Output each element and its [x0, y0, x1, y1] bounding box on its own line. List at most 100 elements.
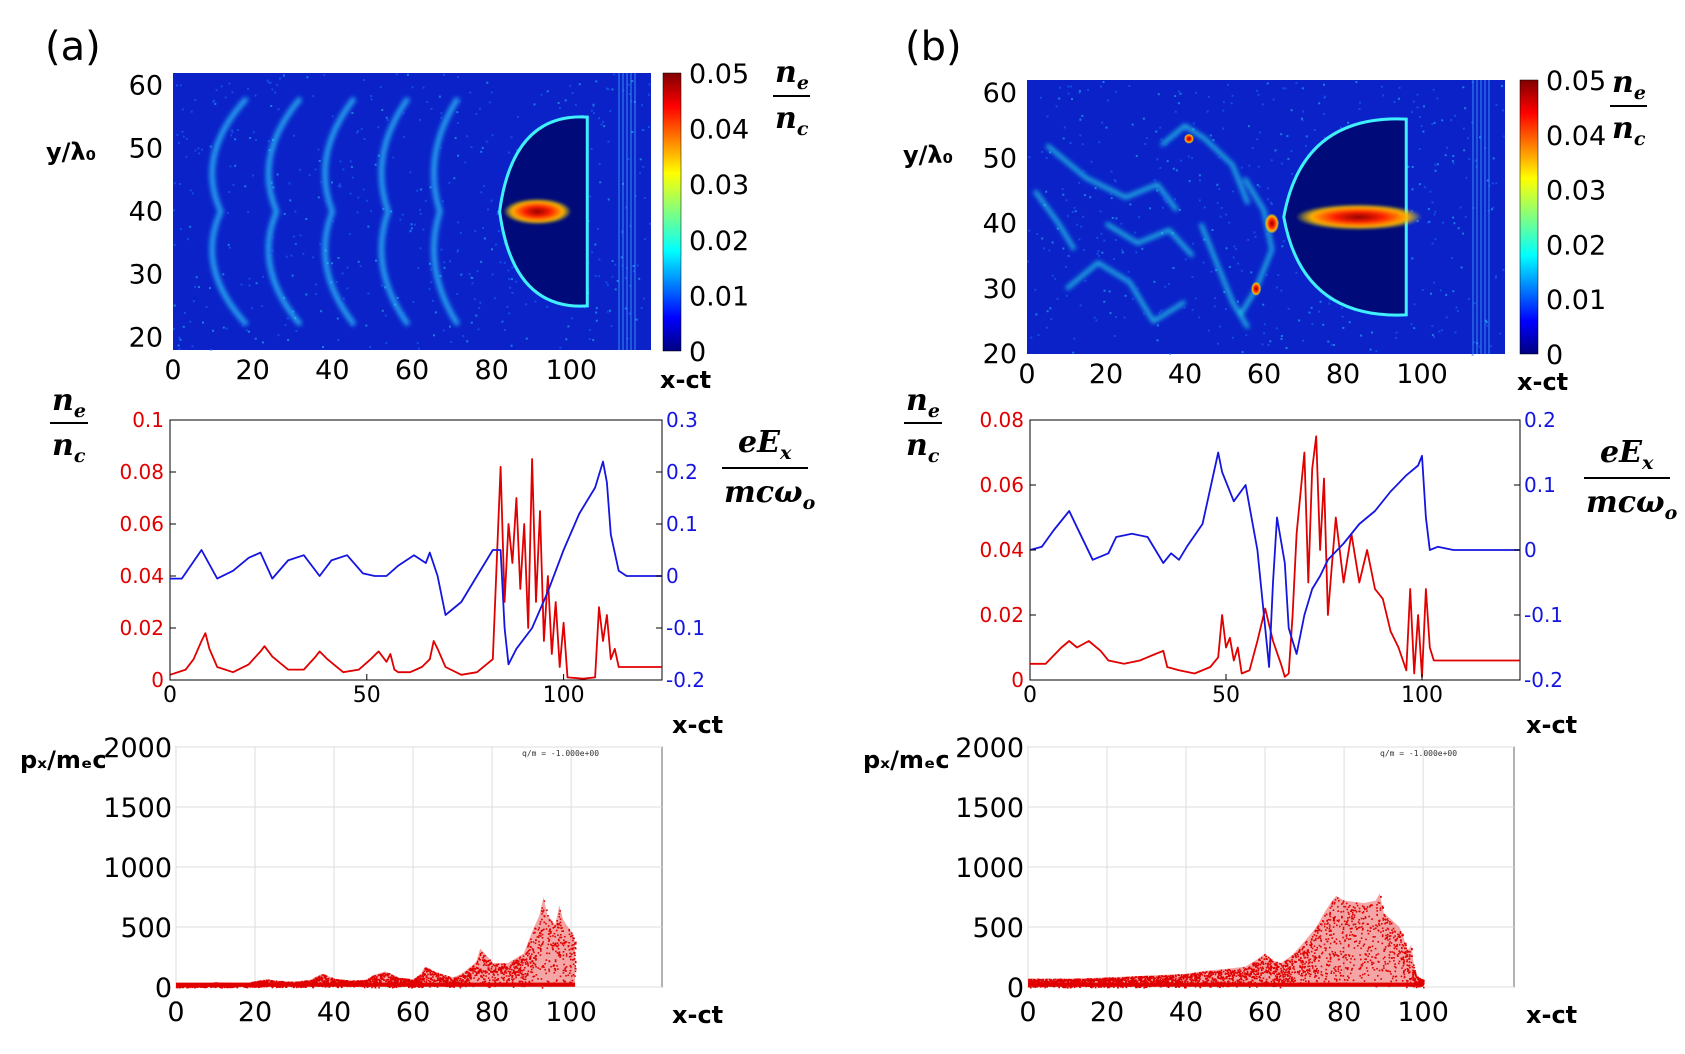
svg-text:nc: nc: [775, 101, 809, 140]
x-tick-label: 60: [1247, 359, 1281, 390]
colorbar-b: [1519, 79, 1539, 355]
x-tick-label: 50: [1212, 683, 1240, 708]
plasma-filament: [1033, 189, 1077, 251]
panel-label-b: (b): [905, 24, 962, 70]
right-tick-label: 0.1: [1524, 473, 1556, 497]
svg-text:nc: nc: [1612, 111, 1646, 150]
svg-text:nc: nc: [906, 428, 940, 467]
x-tick-label: 0: [167, 997, 184, 1028]
colorbar-tick-label: 0.03: [689, 170, 749, 201]
y-tick-label: 50: [129, 134, 163, 165]
left-tick-label: 0.06: [119, 512, 164, 536]
svg-text:mcωo: mcωo: [724, 475, 816, 514]
left-tick-label: 0.08: [979, 408, 1024, 432]
lineout-b-right-label: eEx mcωo: [1584, 435, 1678, 524]
svg-text:ne: ne: [906, 383, 940, 422]
colorbar-tick-label: 0: [1546, 340, 1563, 371]
svg-text:nc: nc: [52, 428, 86, 467]
colorbar-tick-label: 0.01: [689, 281, 749, 312]
y-tick-label: 20: [129, 322, 163, 353]
x-tick-label: 100: [1396, 359, 1448, 390]
phase-a-note: q/m = -1.000e+00: [522, 749, 599, 758]
colorbar-tick-label: 0: [689, 337, 706, 368]
right-tick-label: -0.1: [1524, 603, 1563, 627]
x-tick-label: 40: [317, 997, 351, 1028]
y-tick-label: 1000: [103, 853, 172, 884]
x-tick-label: 0: [164, 355, 181, 386]
colorbar-a: [662, 72, 682, 352]
field-line: [170, 460, 662, 666]
colorbar-tick-label: 0.04: [689, 115, 749, 146]
wake-ridge: [431, 96, 460, 327]
colorbar-tick-label: 0.02: [1546, 230, 1606, 261]
svg-text:eEx: eEx: [738, 425, 792, 464]
svg-text:ne: ne: [1612, 65, 1646, 104]
y-tick-label: 50: [983, 143, 1017, 174]
density-line: [1030, 435, 1520, 678]
wake-ridge: [322, 96, 357, 327]
left-tick-label: 0: [1011, 668, 1024, 692]
y-tick-label: 60: [983, 78, 1017, 109]
svg-text:mcωo: mcωo: [1586, 485, 1678, 524]
left-tick-label: 0.04: [979, 538, 1024, 562]
hot-spot: [1251, 281, 1262, 296]
lineout-a-xlabel: x-ct: [672, 711, 723, 739]
x-tick-label: 100: [543, 683, 585, 708]
particle-envelope: [1028, 893, 1424, 987]
cbar-a-num: n: [775, 55, 797, 90]
right-tick-label: 0.3: [666, 408, 698, 432]
x-tick-label: 50: [353, 683, 381, 708]
colorbar-tick-label: 0.05: [689, 59, 749, 90]
plasma-filament: [1238, 176, 1274, 316]
plasma-filament: [1104, 221, 1195, 258]
phase-space-b: 0 20 40 60 80 100 2000 1500 1000 500 0: [955, 733, 1515, 1028]
left-tick-label: 0.02: [119, 616, 164, 640]
y-tick-label: 60: [129, 71, 163, 102]
left-tick-label: 0.1: [132, 408, 164, 432]
right-tick-label: -0.1: [666, 616, 705, 640]
y-tick-label: 40: [129, 197, 163, 228]
colorbar-tick-label: 0.05: [1546, 66, 1606, 97]
panel-label-a: (a): [45, 24, 101, 70]
y-tick-label: 2000: [955, 733, 1024, 764]
colorbar-tick-label: 0.04: [1546, 121, 1606, 152]
left-tick-label: 0.02: [979, 603, 1024, 627]
phase-space-a: 0 20 40 60 80 100 2000 1500 1000 500 0: [103, 733, 663, 1028]
hot-spot: [1264, 213, 1279, 234]
y-tick-label: 2000: [103, 733, 172, 764]
x-tick-label: 100: [1401, 683, 1443, 708]
svg-text:ne: ne: [775, 55, 809, 94]
x-tick-label: 80: [1327, 997, 1361, 1028]
y-tick-label: 40: [983, 209, 1017, 240]
x-tick-label: 80: [1326, 359, 1360, 390]
phase-b-note: q/m = -1.000e+00: [1380, 749, 1457, 758]
phase-a-xlabel: x-ct: [672, 1001, 723, 1029]
lineout-a-left-label: ne nc: [50, 383, 88, 467]
svg-text:eEx: eEx: [1600, 435, 1654, 474]
left-tick-label: 0: [151, 668, 164, 692]
lineout-a: 0 50 100 0.1 0.08 0.06 0.04 0.02 0 0.3 0.2 0.1 0 -0.1…: [119, 408, 705, 708]
colorbar-tick-label: 0.03: [1546, 176, 1606, 207]
left-tick-label: 0.04: [119, 564, 164, 588]
x-tick-label: 0: [1019, 997, 1036, 1028]
y-tick-label: 1500: [103, 793, 172, 824]
x-tick-label: 60: [1248, 997, 1282, 1028]
phase-b-ylabel: pₓ/mₑc: [863, 746, 950, 774]
y-tick-label: 500: [120, 913, 172, 944]
colorbar-a-label: ne nc: [773, 55, 810, 140]
wake-ridge: [209, 96, 249, 327]
colorbar-b-label: ne nc: [1610, 65, 1647, 150]
lineout-b-xlabel: x-ct: [1526, 711, 1577, 739]
x-tick-label: 100: [546, 355, 598, 386]
left-tick-label: 0.06: [979, 473, 1024, 497]
field-line: [1029, 451, 1520, 668]
left-tick-label: 0.08: [119, 460, 164, 484]
x-tick-label: 100: [545, 997, 597, 1028]
x-tick-label: 0: [163, 683, 177, 708]
density-line: [169, 458, 662, 680]
right-tick-label: -0.2: [666, 668, 705, 692]
right-tick-label: 0.2: [1524, 408, 1556, 432]
map-b-xlabel: x-ct: [1517, 368, 1568, 396]
right-tick-label: 0.1: [666, 512, 698, 536]
